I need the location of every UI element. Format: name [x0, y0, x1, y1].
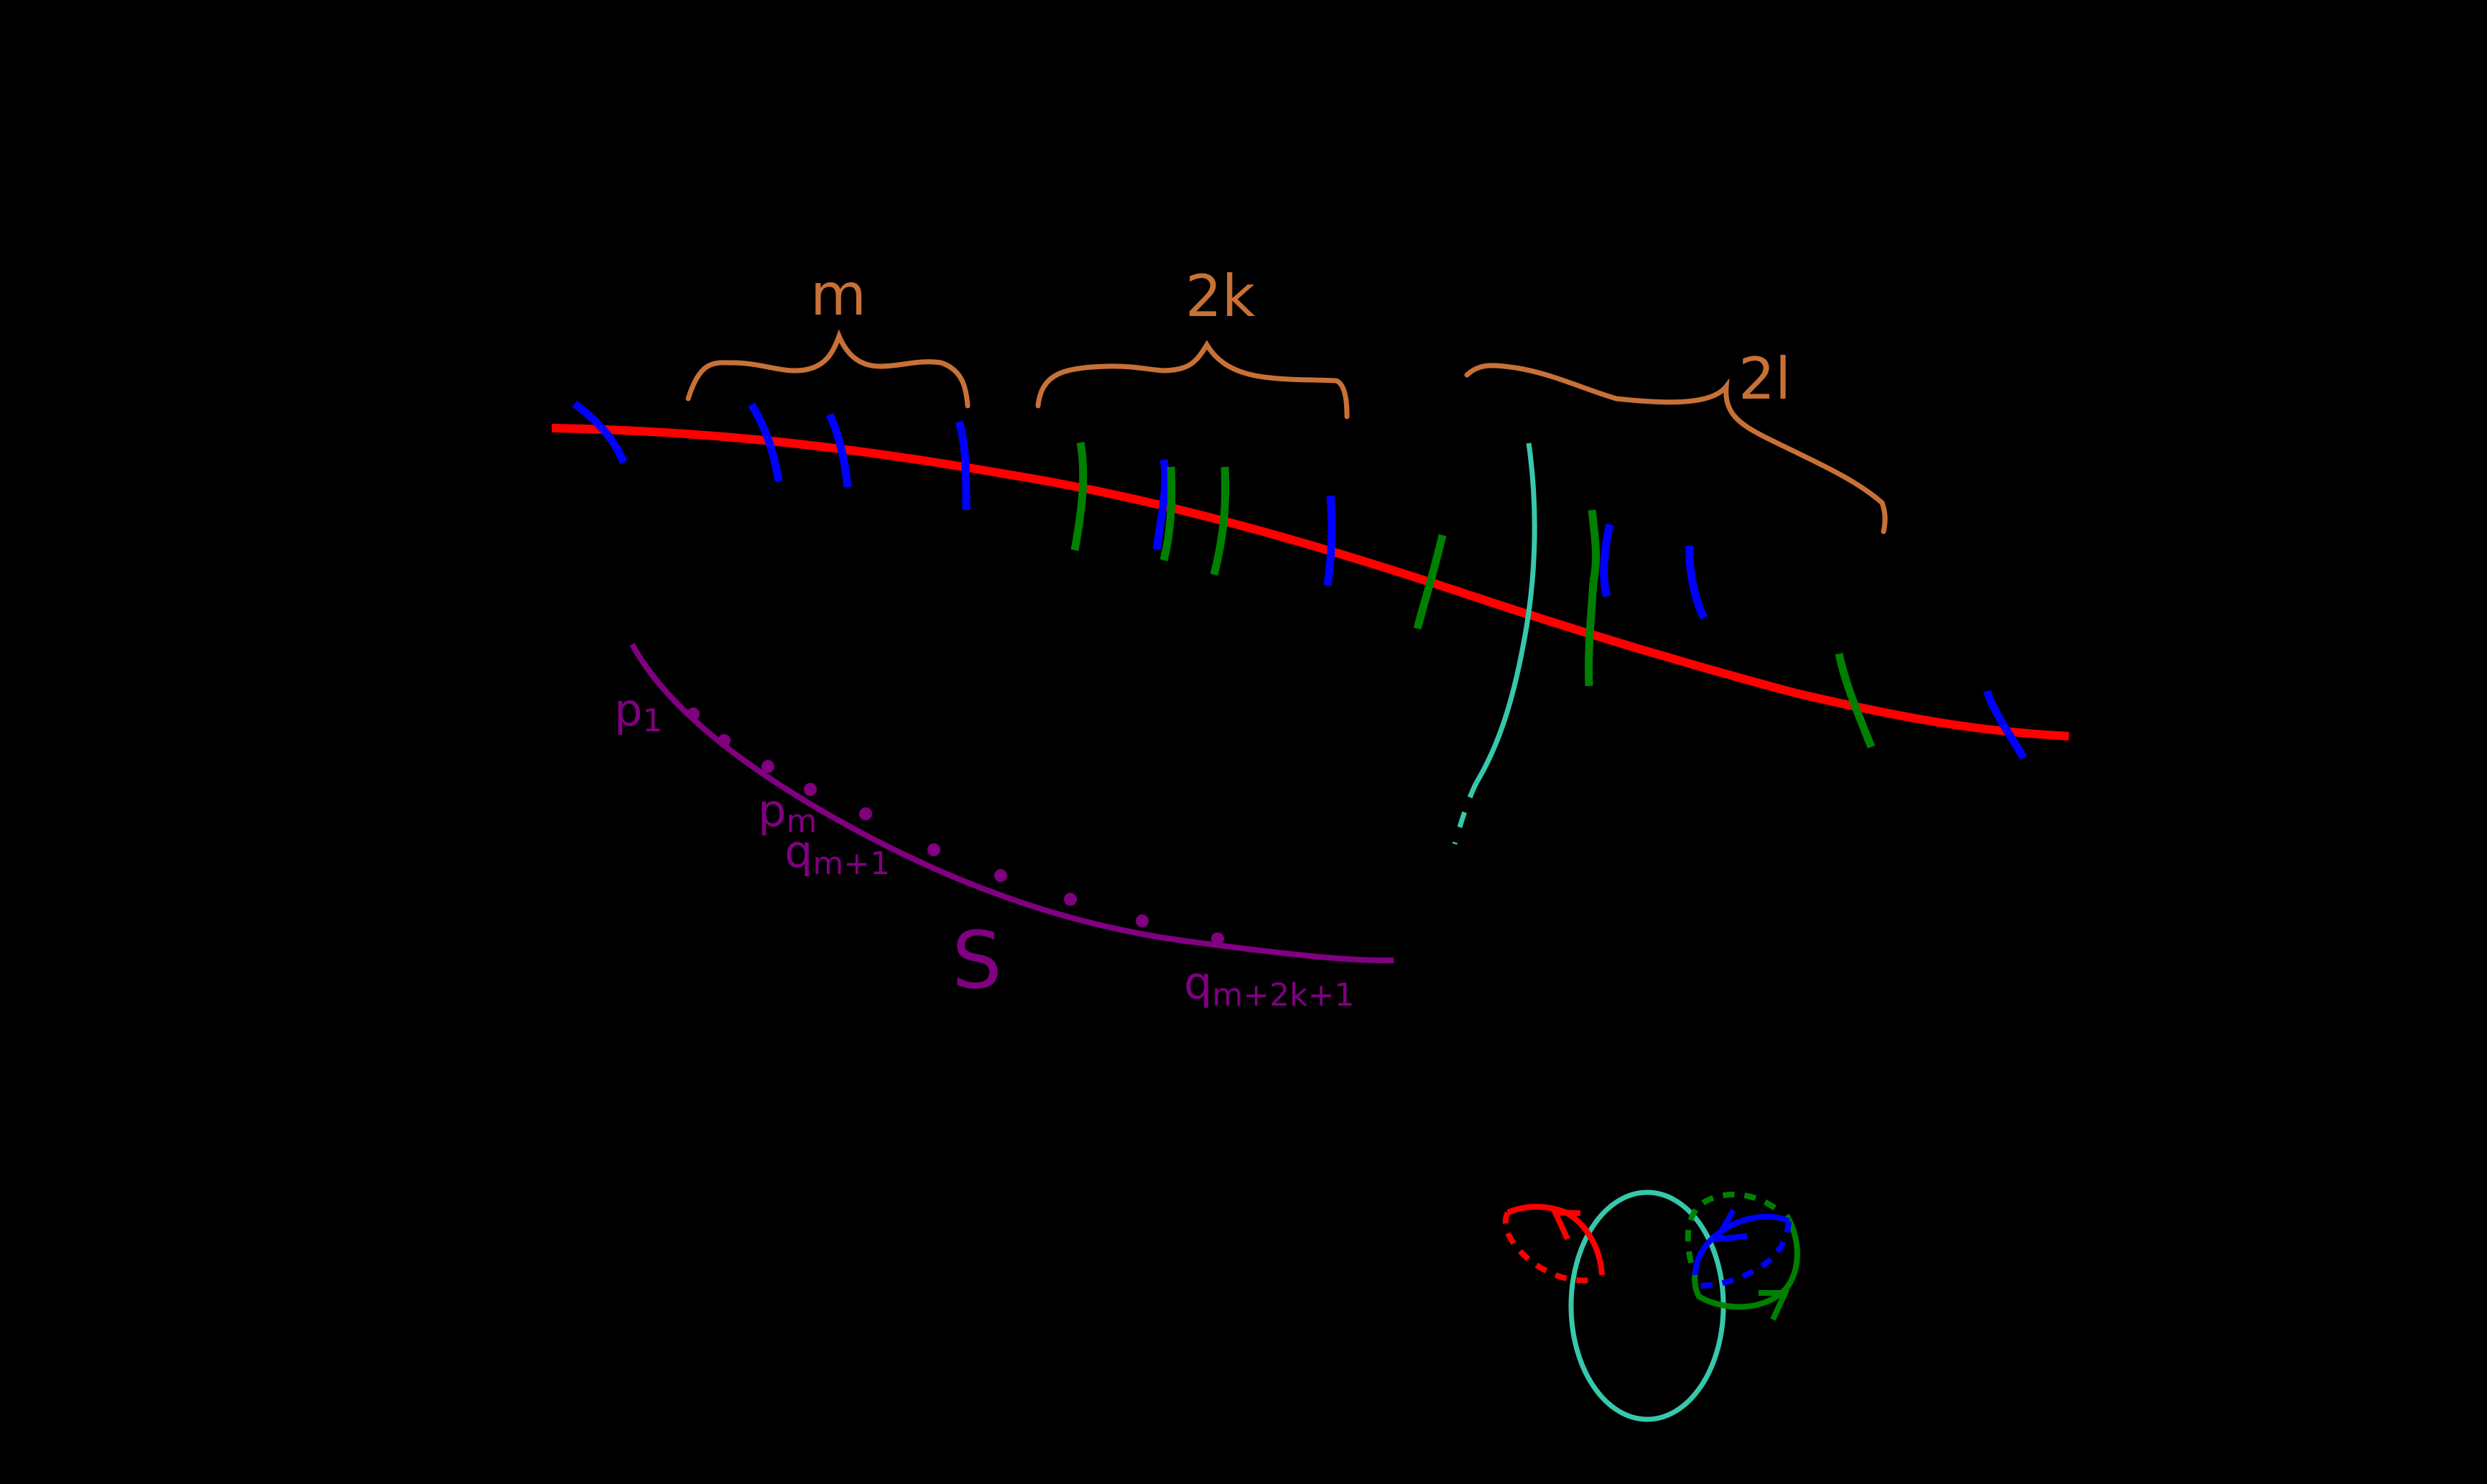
cyan-arc	[1473, 442, 1537, 784]
inset-loops	[1502, 1189, 1800, 1422]
label-qm2k1-sub: m+2k+1	[1212, 977, 1354, 1014]
brace-2l	[1464, 363, 1888, 534]
brace-label-2k: 2k	[1185, 263, 1256, 330]
surface-curve-s	[629, 643, 1394, 964]
label-pm: pm	[758, 784, 817, 840]
brace-2k	[1035, 340, 1350, 419]
surface-points	[687, 708, 1224, 945]
green-loop-solid	[1692, 1213, 1800, 1310]
label-qm1: qm+1	[784, 825, 890, 882]
blue-loop-solid	[1692, 1213, 1790, 1276]
cyan-arc-dashed	[1452, 782, 1479, 845]
brace-m	[685, 329, 971, 409]
label-p1-base: p	[614, 684, 642, 736]
brace-label-m: m	[810, 261, 866, 328]
label-p1-sub: 1	[642, 702, 662, 739]
label-pm-base: p	[758, 784, 786, 837]
blue-arrowhead-icon	[1711, 1209, 1748, 1243]
blue-marks	[572, 400, 2027, 760]
label-p1: p1	[614, 684, 662, 739]
red-arrowhead-icon	[1550, 1209, 1581, 1240]
surface-label-s: S	[952, 914, 1002, 1006]
green-marks	[1070, 442, 1876, 749]
label-qm1-sub: m+1	[812, 845, 890, 882]
brace-label-2l: 2l	[1738, 346, 1791, 412]
green-arrowhead-icon	[1759, 1290, 1790, 1321]
label-pm-sub: m	[786, 803, 817, 840]
blue-loop-dashed	[1698, 1220, 1792, 1289]
label-qm2k1-base: q	[1184, 957, 1212, 1009]
label-qm1-base: q	[784, 825, 812, 878]
green-loop-dashed	[1685, 1192, 1784, 1263]
label-qm2k1: qm+2k+1	[1184, 957, 1354, 1014]
